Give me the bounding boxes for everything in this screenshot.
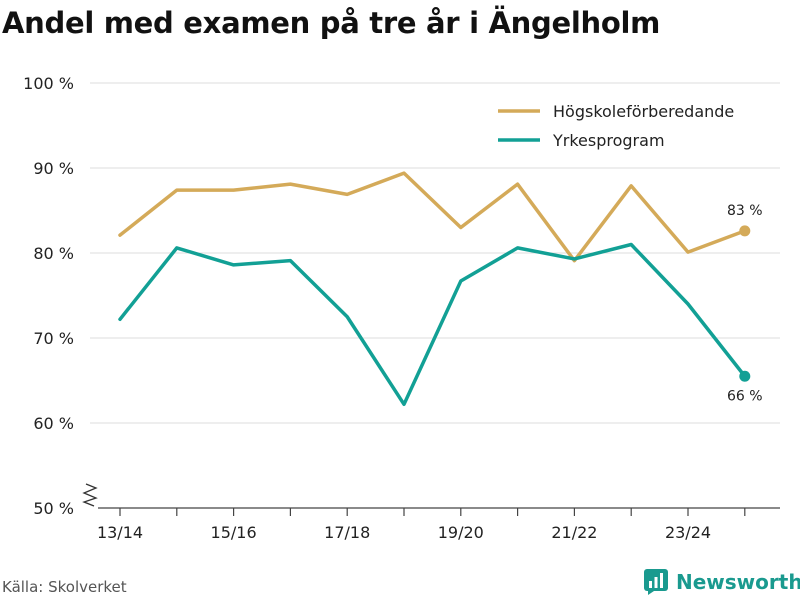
x-tick-label: 21/22 [551, 523, 597, 542]
y-tick-label: 80 % [33, 244, 74, 263]
newsworthy-logo-icon [644, 569, 668, 595]
end-point-marker [739, 225, 751, 237]
legend-label: Yrkesprogram [552, 131, 665, 150]
x-tick-label: 19/20 [438, 523, 484, 542]
x-tick-label: 15/16 [211, 523, 257, 542]
series-line [118, 171, 747, 263]
y-axis-ticks: 50 % 60 % 70 % 80 % 90 % 100 % [23, 74, 74, 518]
brand-name: Newsworthy [676, 570, 800, 594]
end-value-label: 66 % [727, 388, 763, 404]
y-tick-label: 70 % [33, 329, 74, 348]
y-tick-label: 90 % [33, 159, 74, 178]
x-axis: 13/14 15/16 17/18 19/20 21/22 23/24 [82, 483, 780, 542]
x-tick-label: 13/14 [97, 523, 143, 542]
y-tick-label: 60 % [33, 414, 74, 433]
x-tick-label: 23/24 [665, 523, 711, 542]
axis-break-icon [82, 483, 98, 507]
x-tick-label: 17/18 [324, 523, 370, 542]
legend: Högskoleförberedande Yrkesprogram [498, 102, 734, 150]
end-value-label: 83 % [727, 203, 763, 219]
end-labels: 83 % 66 % [727, 203, 763, 404]
brand-logo: Newsworthy [644, 569, 800, 595]
chart-title: Andel med examen på tre år i Ängelholm [2, 6, 661, 40]
y-tick-label: 50 % [33, 499, 74, 518]
legend-label: Högskoleförberedande [553, 102, 734, 121]
source-note: Källa: Skolverket [2, 578, 127, 596]
end-point-marker [739, 370, 751, 382]
series-lines [118, 171, 751, 407]
y-tick-label: 100 % [23, 74, 74, 93]
series-line [118, 242, 747, 407]
